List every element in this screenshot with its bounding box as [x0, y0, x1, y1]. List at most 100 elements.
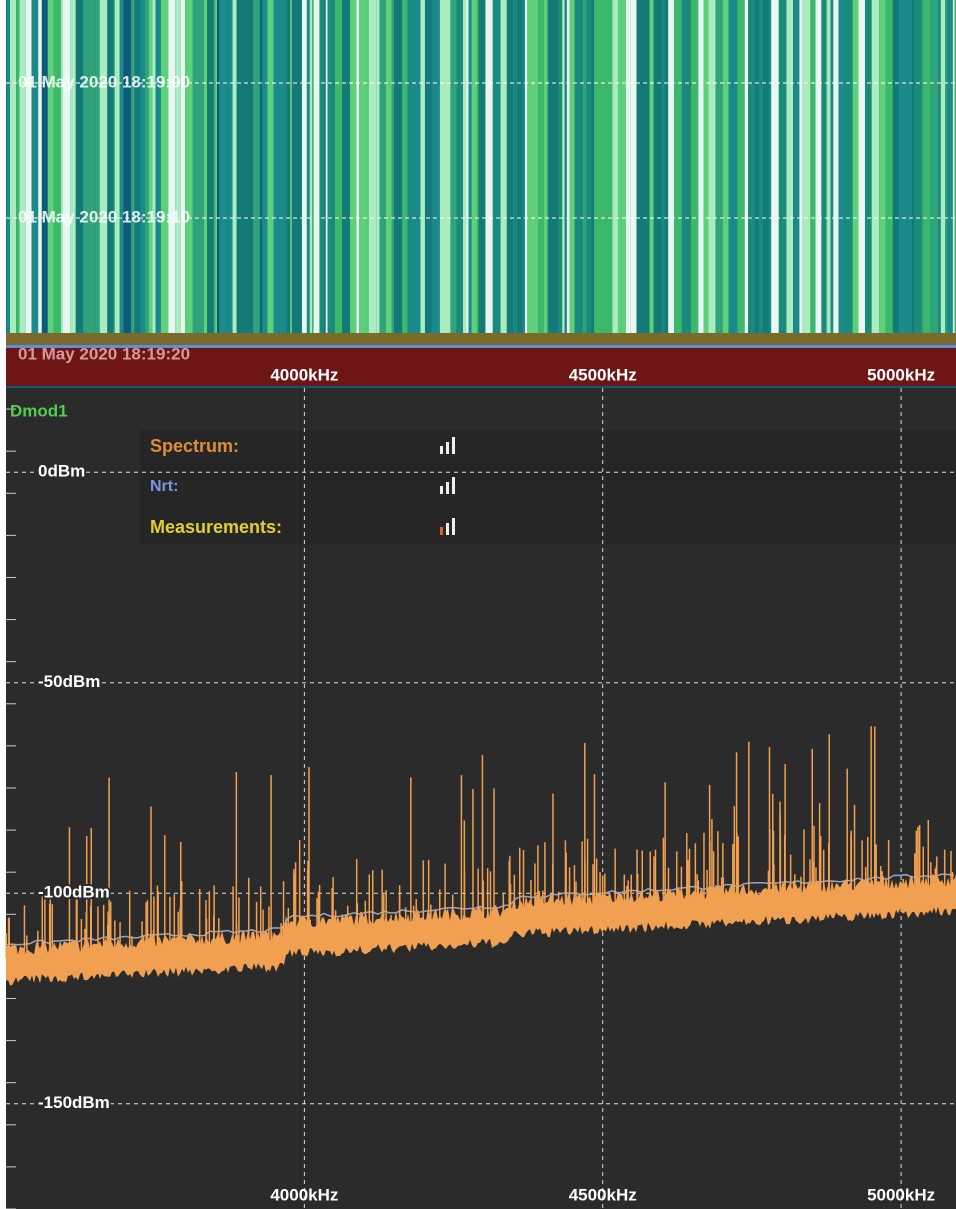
waterfall-stripe: [203, 0, 208, 333]
waterfall-cursor: [6, 345, 956, 348]
waterfall-stripe: [538, 0, 544, 333]
waterfall-stripe: [227, 0, 233, 333]
waterfall-stripe: [574, 0, 583, 333]
waterfall-stripe: [786, 0, 794, 333]
legend-nrt: Nrt:: [150, 478, 178, 495]
waterfall-stripe: [402, 0, 408, 333]
waterfall-stripe: [107, 0, 114, 333]
waterfall-stripe: [898, 0, 906, 333]
waterfall-stripe: [681, 0, 685, 333]
waterfall-stripe: [951, 0, 953, 333]
waterfall-stripe: [636, 0, 643, 333]
waterfall-stripe: [827, 0, 831, 333]
waterfall-stripe: [232, 0, 237, 333]
waterfall-stripe: [215, 0, 218, 333]
y-tick-label: -50dBm: [38, 672, 100, 691]
waterfall-stripe: [273, 0, 280, 333]
waterfall-stripe: [530, 0, 539, 333]
waterfall-stripe: [342, 0, 351, 333]
waterfall-stripe: [912, 0, 914, 333]
waterfall-stripe: [70, 0, 76, 333]
waterfall-stripe: [586, 0, 588, 333]
x-tick-label: 4500kHz: [569, 1185, 637, 1204]
waterfall-stripe: [527, 0, 531, 333]
waterfall-stripe: [407, 0, 415, 333]
waterfall-stripe: [625, 0, 631, 333]
waterfall-stripe: [217, 0, 220, 333]
waterfall-stripe: [439, 0, 446, 333]
waterfall-stripe: [708, 0, 716, 333]
waterfall-stripe: [548, 0, 556, 333]
waterfall-stripe: [385, 0, 392, 333]
waterfall-stripe: [144, 0, 149, 333]
waterfall-stripe: [566, 0, 570, 333]
waterfall-stripe: [334, 0, 343, 333]
waterfall-stripe: [905, 0, 913, 333]
waterfall-stripe: [192, 0, 199, 333]
waterfall-stripe: [514, 0, 516, 333]
waterfall-stripe: [778, 0, 782, 333]
legend-spectrum: Spectrum:: [150, 436, 239, 456]
waterfall-stripe: [123, 0, 132, 333]
waterfall-stripe: [512, 0, 515, 333]
y-tick-label: -150dBm: [38, 1093, 110, 1112]
waterfall-x-label: 4500kHz: [569, 365, 637, 384]
legend-measurements: Measurements:: [150, 517, 282, 537]
waterfall-stripe: [781, 0, 787, 333]
waterfall-stripe: [299, 0, 302, 333]
waterfall-stripe: [821, 0, 827, 333]
waterfall-stripe: [350, 0, 357, 333]
waterfall-stripe: [582, 0, 587, 333]
waterfall-time-label: 01 May 2020 18:19:00: [18, 72, 190, 91]
waterfall-stripe: [75, 0, 84, 333]
waterfall-stripe: [207, 0, 214, 333]
waterfall-stripe: [41, 0, 48, 333]
waterfall-stripe: [356, 0, 360, 333]
waterfall-time-label: 01 May 2020 18:19:10: [18, 207, 190, 226]
waterfall-stripe: [506, 0, 513, 333]
waterfall-stripe: [737, 0, 745, 333]
waterfall-stripe: [245, 0, 254, 333]
waterfall-stripe: [279, 0, 287, 333]
waterfall-x-label: 4000kHz: [270, 365, 338, 384]
waterfall-stripe: [954, 0, 956, 333]
waterfall-stripe: [755, 0, 759, 333]
waterfall-stripe: [722, 0, 729, 333]
waterfall-stripe: [414, 0, 421, 333]
waterfall-stripe: [47, 0, 54, 333]
waterfall-stripe: [31, 0, 39, 333]
waterfall-stripe: [376, 0, 380, 333]
waterfall-stripe: [845, 0, 853, 333]
waterfall-stripe: [323, 0, 326, 333]
waterfall-stripe: [768, 0, 772, 333]
spectrum-band: [6, 874, 956, 986]
x-tick-label: 5000kHz: [867, 1185, 935, 1204]
waterfall-stripe: [802, 0, 811, 333]
waterfall-stripe: [95, 0, 100, 333]
waterfall-stripe: [771, 0, 779, 333]
waterfall-stripe: [728, 0, 733, 333]
waterfall-stripe: [468, 0, 472, 333]
waterfall-stripe: [134, 0, 141, 333]
waterfall-stripe: [703, 0, 709, 333]
waterfall-stripe: [952, 0, 955, 333]
waterfall-stripe: [930, 0, 939, 333]
waterfall-stripe: [865, 0, 872, 333]
waterfall-stripe: [420, 0, 425, 333]
waterfall-stripe: [642, 0, 650, 333]
waterfall-stripe: [119, 0, 124, 333]
spectrum: [5, 388, 956, 1209]
waterfall-stripe: [359, 0, 367, 333]
waterfall-stripe: [10, 0, 17, 333]
waterfall-stripe: [53, 0, 61, 333]
waterfall-stripe: [313, 0, 320, 333]
waterfall-stripe: [517, 0, 523, 333]
waterfall-stripe: [653, 0, 662, 333]
waterfall-stripe: [555, 0, 558, 333]
waterfall-stripe: [698, 0, 704, 333]
waterfall-stripe: [477, 0, 479, 333]
waterfall-footer: [6, 348, 956, 386]
waterfall-stripe: [368, 0, 377, 333]
waterfall-stripe: [562, 0, 565, 333]
waterfall-stripe: [547, 0, 549, 333]
